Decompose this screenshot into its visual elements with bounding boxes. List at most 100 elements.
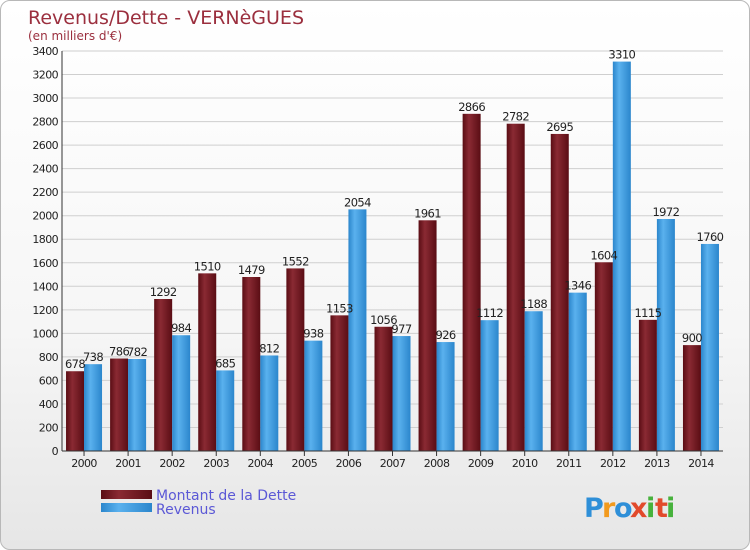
logo-letter: t — [655, 493, 669, 524]
bar-dette — [198, 273, 217, 451]
bar-revenus — [304, 340, 323, 451]
data-label: 1188 — [520, 297, 547, 311]
bar-dette — [66, 371, 85, 451]
data-label: 812 — [259, 341, 279, 355]
data-label: 1510 — [194, 259, 221, 273]
y-tick-label: 1000 — [32, 327, 58, 340]
y-tick-label: 200 — [39, 421, 59, 434]
y-tick-label: 400 — [39, 398, 59, 411]
data-label: 678 — [65, 357, 85, 371]
bar-revenus — [612, 61, 631, 452]
data-label: 782 — [127, 345, 147, 359]
data-label: 2866 — [458, 100, 485, 114]
bar-revenus — [700, 243, 719, 451]
bar-dette — [418, 220, 437, 451]
x-tick-label: 2012 — [600, 457, 626, 470]
x-tick-label: 2003 — [203, 457, 229, 470]
x-tick-label: 2002 — [159, 457, 185, 470]
data-label: 2782 — [502, 110, 529, 124]
data-label: 938 — [303, 327, 323, 341]
y-tick-label: 2400 — [32, 163, 58, 176]
bar-dette — [550, 133, 569, 452]
data-label: 685 — [215, 356, 235, 370]
bar-revenus — [216, 370, 235, 451]
x-tick-label: 2013 — [644, 457, 670, 470]
data-label: 1604 — [590, 248, 617, 262]
logo-letter: i — [646, 493, 656, 524]
x-tick-label: 2014 — [688, 457, 714, 470]
y-tick-label: 2200 — [32, 186, 58, 199]
data-label: 1115 — [634, 306, 661, 320]
data-label: 1552 — [282, 254, 309, 268]
y-tick-label: 600 — [39, 374, 59, 387]
bar-dette — [638, 319, 657, 451]
data-label: 984 — [171, 321, 191, 335]
bar-revenus — [480, 320, 499, 451]
bar-dette — [594, 262, 613, 451]
y-tick-label: 1400 — [32, 280, 58, 293]
y-tick-label: 0 — [52, 445, 59, 458]
x-tick-label: 2011 — [556, 457, 582, 470]
bar-revenus — [172, 335, 191, 451]
data-label: 1760 — [697, 230, 724, 244]
data-label: 1112 — [476, 306, 503, 320]
legend: Montant de la Dette Revenus — [101, 488, 296, 518]
bar-dette — [242, 277, 261, 451]
bar-revenus — [348, 209, 367, 451]
data-label: 926 — [435, 328, 455, 342]
data-label: 2695 — [546, 120, 573, 134]
bar-revenus — [84, 364, 103, 451]
bar-dette — [110, 358, 129, 451]
bar-revenus — [260, 355, 279, 451]
x-tick-label: 2004 — [247, 457, 273, 470]
x-tick-label: 2010 — [512, 457, 538, 470]
x-tick-label: 2005 — [292, 457, 318, 470]
x-tick-label: 2007 — [380, 457, 406, 470]
logo-letter: r — [602, 493, 616, 524]
x-tick-label: 2001 — [115, 457, 141, 470]
bar-revenus — [568, 292, 587, 451]
data-label: 1479 — [238, 263, 265, 277]
bar-revenus — [128, 359, 147, 451]
data-label: 977 — [391, 322, 411, 336]
legend-swatch-revenus — [101, 503, 152, 512]
data-label: 3310 — [608, 48, 635, 62]
y-tick-label: 2000 — [32, 210, 58, 223]
bar-dette — [154, 299, 173, 451]
logo-letter: o — [614, 493, 634, 524]
data-label: 1056 — [370, 313, 397, 327]
y-tick-label: 1600 — [32, 257, 58, 270]
y-tick-label: 1200 — [32, 304, 58, 317]
y-tick-label: 2600 — [32, 139, 58, 152]
bar-dette — [286, 268, 305, 451]
y-tick-label: 800 — [39, 351, 59, 364]
logo-letter: P — [584, 493, 605, 524]
legend-label-dette: Montant de la Dette — [156, 488, 296, 504]
bar-revenus — [524, 311, 543, 451]
data-label: 1346 — [564, 279, 591, 293]
bars — [66, 61, 719, 452]
legend-swatch-dette — [101, 490, 152, 499]
y-tick-label: 2800 — [32, 116, 58, 129]
y-axis-ticks: 0 200 400 600 800 1000 1200 1400 1600 1800 2000 220… — [32, 45, 59, 458]
bar-dette — [374, 326, 393, 451]
data-label: 2054 — [344, 195, 371, 209]
y-tick-label: 3200 — [32, 69, 58, 82]
bar-revenus — [436, 342, 455, 451]
bar-dette — [506, 123, 525, 452]
y-tick-label: 3000 — [32, 92, 58, 105]
data-label: 1292 — [150, 285, 177, 299]
x-tick-label: 2000 — [71, 457, 97, 470]
x-tick-label: 2009 — [468, 457, 494, 470]
data-label: 738 — [83, 350, 103, 364]
data-label: 1972 — [652, 205, 679, 219]
bar-dette — [682, 345, 701, 451]
chart-title: Revenus/Dette - VERNèGUES — [28, 7, 304, 29]
y-tick-label: 1800 — [32, 233, 58, 246]
legend-label-revenus: Revenus — [156, 502, 216, 518]
bar-dette — [330, 315, 349, 451]
